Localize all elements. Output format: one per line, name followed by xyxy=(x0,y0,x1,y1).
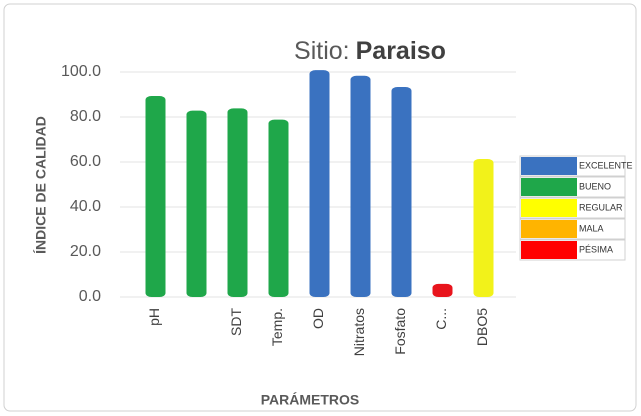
x-tick-label: SDT xyxy=(228,308,244,336)
legend-swatch xyxy=(521,220,577,238)
legend-swatch xyxy=(521,199,577,217)
x-tick-label: DBO5 xyxy=(474,308,490,346)
bar xyxy=(473,159,494,297)
bar xyxy=(145,96,166,297)
legend-label: REGULAR xyxy=(579,202,623,212)
legend-swatch xyxy=(521,241,577,259)
bar xyxy=(391,87,412,297)
x-tick-label: OD xyxy=(310,308,326,329)
legend-label: PÉSIMA xyxy=(579,244,613,254)
x-tick-label: Temp. xyxy=(269,308,285,346)
y-tick-label: 60.0 xyxy=(70,153,101,170)
bar xyxy=(350,75,371,297)
chart-title: Sitio: Paraiso xyxy=(294,37,446,65)
y-tick-label: 100.0 xyxy=(61,63,101,80)
legend-label: BUENO xyxy=(579,181,611,191)
bar xyxy=(268,119,289,297)
x-tick-label: Nitratos xyxy=(351,308,367,356)
y-axis-label: ÍNDICE DE CALIDAD xyxy=(33,116,49,254)
title-part: Sitio: xyxy=(294,37,350,65)
x-tick-label: Fosfato xyxy=(392,308,408,355)
bar xyxy=(186,110,207,297)
bar xyxy=(432,283,453,297)
x-axis-label: PARÁMETROS xyxy=(261,392,360,408)
y-tick-label: 20.0 xyxy=(70,243,101,260)
x-tick-label: pH xyxy=(146,308,162,326)
legend-swatch xyxy=(521,157,577,175)
y-tick-label: 80.0 xyxy=(70,108,101,125)
y-tick-label: 0.0 xyxy=(79,288,101,305)
bar xyxy=(309,70,330,297)
x-tick-label: C... xyxy=(433,308,449,330)
y-tick-label: 40.0 xyxy=(70,198,101,215)
title-part: Paraiso xyxy=(356,37,446,65)
legend-label: MALA xyxy=(579,223,604,233)
legend-swatch xyxy=(521,178,577,196)
bar xyxy=(227,108,248,297)
legend-label: EXCELENTE xyxy=(579,160,633,170)
